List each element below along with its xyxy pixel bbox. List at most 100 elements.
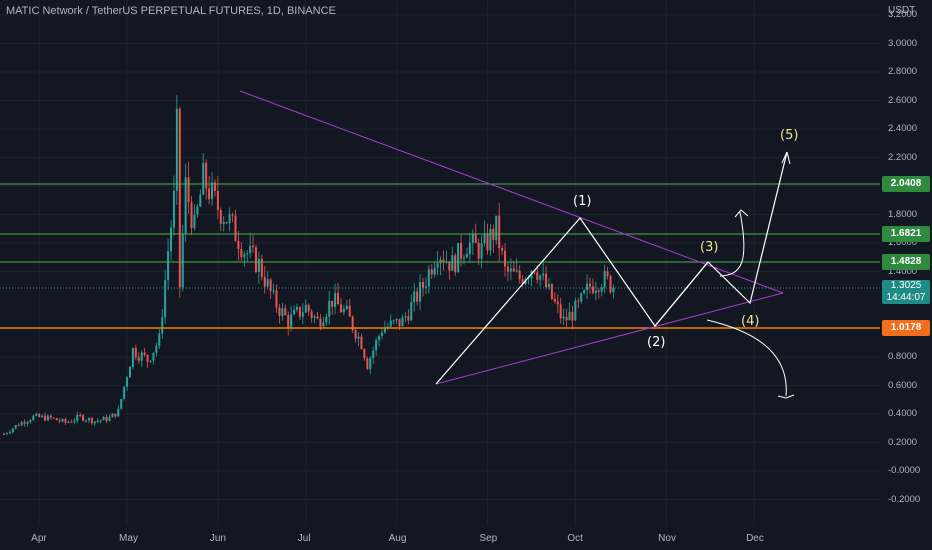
candle-body — [489, 228, 492, 251]
candle-body — [501, 248, 504, 251]
candle-body — [17, 425, 20, 427]
candle-body — [600, 287, 603, 292]
candle-body — [342, 308, 345, 313]
candle-body — [316, 316, 319, 319]
candle-body — [357, 336, 360, 339]
candle-body — [486, 233, 489, 251]
candle-body — [471, 233, 474, 243]
candle-body — [296, 306, 298, 310]
wave-2-3-path — [654, 261, 709, 327]
candle-body — [219, 209, 222, 224]
downward-arrow-head — [777, 394, 795, 399]
price-axis-label: 0.4000 — [888, 408, 918, 419]
candle-body — [568, 311, 571, 321]
candles — [3, 95, 615, 436]
candle-body — [436, 263, 439, 268]
wave-label-1: (1) — [573, 194, 592, 209]
candle-body — [205, 162, 208, 189]
candle-body — [442, 259, 445, 263]
candle-body — [542, 273, 545, 276]
candle-body — [49, 415, 52, 418]
candle-body — [211, 182, 214, 200]
candle-body — [164, 280, 167, 318]
upward-scenario-arrow — [719, 211, 745, 277]
candle-body — [495, 215, 498, 241]
candle-body — [231, 214, 234, 216]
candle-body — [120, 398, 123, 409]
candle-body — [571, 311, 574, 321]
candle-body — [454, 255, 457, 273]
time-axis-label: Jun — [209, 533, 226, 544]
candle-body — [278, 307, 281, 316]
candle-body — [32, 415, 35, 421]
candle-body — [298, 306, 301, 317]
candle-body — [64, 419, 67, 423]
candle-body — [146, 354, 149, 362]
candle-body — [337, 292, 340, 305]
candle-body — [533, 271, 536, 273]
candle-body — [252, 245, 255, 248]
price-axis-label: 0.2000 — [888, 436, 918, 448]
candle-body — [152, 352, 155, 361]
candle-body — [41, 415, 44, 418]
candle-body — [193, 214, 196, 229]
candle-body — [369, 358, 372, 370]
candle-body — [108, 417, 111, 422]
candle-body — [20, 422, 23, 426]
candle-body — [606, 271, 609, 277]
candle-body — [483, 233, 486, 244]
candle-body — [451, 255, 454, 271]
candle-body — [553, 298, 556, 302]
candle-body — [257, 258, 260, 272]
candle-body — [158, 333, 161, 346]
candle-body — [380, 332, 383, 337]
candle-body — [413, 291, 416, 303]
candle-body — [492, 228, 495, 241]
candle-body — [170, 227, 173, 252]
candle-body — [266, 279, 269, 287]
candle-body — [586, 283, 589, 291]
candle-body — [609, 276, 612, 293]
candle-body — [465, 254, 468, 258]
candle-body — [184, 177, 187, 235]
candle-body — [498, 215, 501, 249]
wave-5-arrowhead-left — [781, 151, 788, 164]
candle-body — [313, 316, 316, 318]
candle-body — [243, 254, 246, 258]
candle-body — [583, 290, 586, 294]
candle-body — [181, 234, 184, 288]
candle-body — [424, 286, 427, 288]
candle-body — [99, 420, 102, 422]
candle-body — [14, 425, 17, 429]
candle-body — [612, 287, 615, 293]
candle-body — [460, 242, 463, 259]
candle-body — [293, 309, 296, 315]
price-axis-label: 0.6000 — [888, 379, 918, 391]
candle-body — [433, 267, 436, 275]
price-axis-label: 0.8000 — [888, 351, 918, 362]
candle-body — [527, 278, 530, 280]
candle-body — [363, 349, 366, 359]
candle-body — [38, 413, 41, 418]
candle-body — [213, 182, 216, 192]
candle-body — [562, 316, 565, 319]
candle-body — [85, 420, 88, 422]
wave-5-arrowhead-right — [786, 151, 791, 165]
current-price-tag: 1.3025 14:44:07 — [882, 280, 930, 304]
candle-body — [410, 302, 413, 321]
candle-body — [395, 318, 398, 321]
candle-body — [175, 108, 178, 191]
candle-body — [477, 242, 480, 259]
candle-body — [351, 316, 354, 331]
candle-body — [439, 259, 442, 264]
price-axis-label: 1.8000 — [888, 208, 918, 220]
candle-body — [580, 293, 583, 302]
candle-body — [269, 279, 272, 292]
candle-body — [559, 304, 562, 319]
candle-body — [272, 290, 275, 292]
candle-body — [594, 290, 597, 294]
candle-body — [556, 301, 559, 305]
candle-body — [134, 348, 137, 358]
candle-body — [126, 377, 129, 387]
